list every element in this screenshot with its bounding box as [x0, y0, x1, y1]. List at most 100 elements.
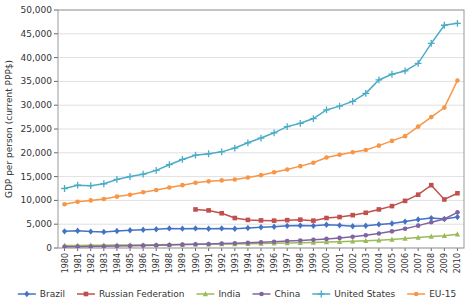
point — [141, 242, 146, 247]
point — [363, 238, 368, 243]
y-tick — [54, 224, 58, 225]
point — [363, 148, 368, 153]
point — [233, 216, 238, 221]
point — [153, 167, 160, 174]
point — [298, 217, 303, 222]
point — [233, 177, 238, 182]
y-tick-label: 20,000 — [21, 148, 53, 158]
point — [324, 237, 329, 242]
point — [206, 179, 211, 184]
point — [127, 173, 134, 180]
point — [75, 244, 80, 248]
x-tick-label: 1988 — [165, 253, 174, 273]
point — [206, 226, 211, 232]
point — [154, 226, 159, 232]
point — [271, 129, 278, 136]
point — [442, 217, 447, 222]
point — [245, 241, 250, 246]
point — [298, 222, 303, 228]
grid-line — [58, 81, 464, 82]
point — [455, 214, 460, 220]
point — [62, 245, 67, 248]
legend-item: Brazil — [18, 289, 65, 299]
point — [454, 20, 461, 27]
grid-line — [58, 33, 464, 34]
legend-marker — [318, 291, 325, 298]
legend-marker — [203, 291, 208, 296]
point — [310, 115, 317, 122]
point — [232, 241, 237, 246]
point — [375, 77, 382, 84]
point — [429, 115, 434, 120]
x-tick-label: 2007 — [414, 253, 423, 273]
point — [258, 135, 265, 142]
series — [62, 210, 460, 248]
y-tick-label: 0 — [46, 243, 52, 253]
point — [206, 242, 211, 247]
y-tick-label: 30,000 — [21, 100, 53, 110]
point — [377, 143, 382, 148]
x-tick-label: 1982 — [87, 253, 96, 273]
point — [429, 233, 434, 238]
point — [167, 243, 172, 248]
point — [350, 235, 355, 240]
point — [442, 197, 447, 202]
point — [416, 235, 421, 240]
x-tick-label: 1994 — [244, 253, 253, 273]
point — [180, 225, 185, 231]
y-tick-label: 45,000 — [21, 29, 53, 39]
point — [285, 218, 290, 223]
y-tick-label: 40,000 — [21, 53, 53, 63]
point — [115, 244, 120, 248]
point — [324, 155, 329, 160]
y-tick — [54, 176, 58, 177]
x-tick-label: 2005 — [388, 253, 397, 273]
point — [246, 218, 251, 223]
y-tick — [54, 10, 58, 11]
point — [416, 216, 421, 222]
point — [128, 243, 133, 248]
x-tick-label: 2010 — [453, 253, 462, 273]
point — [205, 150, 212, 157]
point — [245, 139, 252, 146]
x-tick-label: 2003 — [362, 253, 371, 273]
point — [324, 216, 329, 221]
legend-marker — [84, 292, 89, 297]
point — [272, 239, 277, 244]
point — [100, 180, 107, 187]
grid — [58, 10, 464, 248]
point — [389, 71, 396, 78]
y-tick — [54, 81, 58, 82]
grid-line — [58, 129, 464, 130]
point — [61, 185, 68, 192]
legend-label: Russian Federation — [99, 289, 184, 299]
point — [362, 90, 369, 97]
x-tick-label: 2009 — [440, 253, 449, 273]
legend-item: United States — [312, 289, 395, 299]
x-tick-label: 2006 — [401, 253, 410, 273]
point — [258, 224, 263, 230]
point — [259, 173, 264, 178]
line — [65, 212, 458, 247]
point — [167, 225, 172, 231]
series — [62, 214, 460, 235]
point — [298, 164, 303, 169]
x-tick-label: 2001 — [336, 253, 345, 273]
point — [167, 185, 172, 190]
point — [271, 240, 276, 245]
y-axis-label: GDP per person (current PPP$) — [4, 60, 14, 198]
point — [272, 218, 277, 223]
point — [416, 124, 421, 129]
point — [101, 229, 106, 235]
point — [376, 221, 381, 227]
point — [416, 223, 421, 228]
point — [285, 223, 290, 229]
point — [127, 227, 132, 233]
x-tick-label: 1996 — [270, 253, 279, 273]
point — [232, 226, 237, 232]
point — [363, 210, 368, 215]
point — [154, 242, 159, 247]
legend-item: India — [196, 289, 240, 299]
point — [311, 223, 316, 229]
y-tick-label: 5,000 — [26, 219, 52, 229]
